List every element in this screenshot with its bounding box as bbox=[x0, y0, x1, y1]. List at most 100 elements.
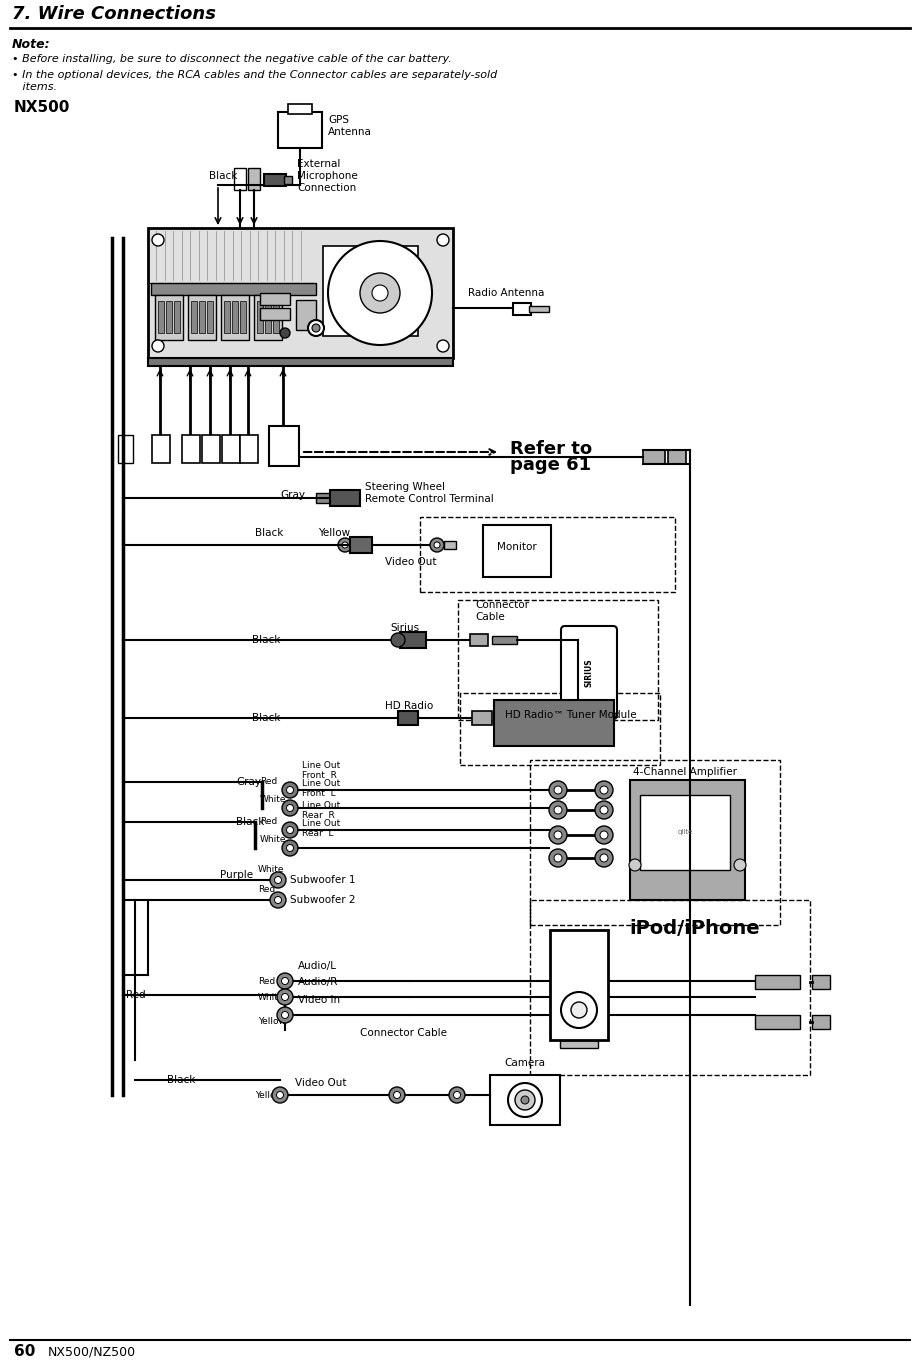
Bar bbox=[260, 307, 290, 320]
Bar bbox=[166, 301, 172, 333]
Circle shape bbox=[391, 632, 405, 647]
Circle shape bbox=[282, 822, 298, 837]
Text: Red: Red bbox=[260, 777, 277, 787]
Circle shape bbox=[338, 538, 352, 552]
Bar bbox=[323, 246, 418, 336]
Bar bbox=[199, 301, 205, 333]
Bar bbox=[188, 295, 216, 340]
Circle shape bbox=[600, 854, 608, 862]
Circle shape bbox=[308, 320, 324, 336]
Circle shape bbox=[286, 805, 294, 811]
Circle shape bbox=[554, 806, 562, 814]
Bar bbox=[118, 434, 133, 463]
Bar bbox=[494, 699, 614, 746]
Text: Audio/L: Audio/L bbox=[298, 962, 337, 971]
Text: Black: Black bbox=[255, 529, 284, 538]
Text: Sirius: Sirius bbox=[390, 623, 419, 632]
Circle shape bbox=[571, 1003, 587, 1018]
Bar bbox=[152, 434, 170, 463]
Circle shape bbox=[274, 877, 282, 884]
Bar bbox=[207, 301, 213, 333]
Circle shape bbox=[342, 542, 348, 548]
Text: White: White bbox=[258, 993, 285, 1001]
Bar bbox=[240, 301, 246, 333]
Circle shape bbox=[276, 1091, 284, 1098]
Text: Line Out
Front  R: Line Out Front R bbox=[302, 761, 340, 780]
Bar bbox=[148, 358, 453, 366]
Circle shape bbox=[277, 1007, 293, 1023]
Circle shape bbox=[272, 1087, 288, 1102]
Bar bbox=[472, 710, 492, 725]
Circle shape bbox=[282, 978, 288, 985]
Text: Video In: Video In bbox=[298, 994, 340, 1005]
Bar bbox=[483, 525, 551, 576]
Text: items.: items. bbox=[12, 82, 57, 92]
Circle shape bbox=[561, 992, 597, 1029]
Text: Gray: Gray bbox=[280, 490, 305, 500]
Text: iPod/iPhone: iPod/iPhone bbox=[630, 918, 761, 937]
Circle shape bbox=[286, 787, 294, 794]
Text: Yellow: Yellow bbox=[255, 1090, 283, 1100]
Text: Red: Red bbox=[258, 885, 275, 895]
Text: Subwoofer 2: Subwoofer 2 bbox=[290, 895, 356, 906]
Text: Line Out
Rear  L: Line Out Rear L bbox=[302, 818, 340, 837]
Circle shape bbox=[734, 859, 746, 872]
Text: Video Out: Video Out bbox=[385, 557, 437, 567]
Bar bbox=[350, 537, 372, 553]
Text: SIRIUS: SIRIUS bbox=[585, 658, 593, 687]
Circle shape bbox=[286, 826, 294, 833]
Bar bbox=[202, 434, 220, 463]
Text: Red: Red bbox=[258, 977, 275, 985]
Text: Purple: Purple bbox=[220, 870, 253, 880]
Circle shape bbox=[312, 324, 320, 332]
Circle shape bbox=[549, 800, 567, 820]
Bar bbox=[222, 434, 240, 463]
Text: Radio Antenna: Radio Antenna bbox=[468, 288, 544, 298]
Circle shape bbox=[554, 854, 562, 862]
Circle shape bbox=[328, 240, 432, 346]
Text: HD Radio™ Tuner Module: HD Radio™ Tuner Module bbox=[505, 710, 636, 720]
Circle shape bbox=[282, 993, 288, 1000]
Bar bbox=[151, 283, 316, 295]
Bar bbox=[269, 426, 299, 466]
Circle shape bbox=[595, 850, 613, 867]
Text: NX500/NZ500: NX500/NZ500 bbox=[48, 1346, 136, 1359]
Text: Audio/R: Audio/R bbox=[298, 977, 338, 988]
Bar bbox=[155, 295, 183, 340]
Bar bbox=[224, 301, 230, 333]
Bar bbox=[316, 493, 332, 503]
Text: Yellow: Yellow bbox=[258, 1016, 286, 1026]
Bar bbox=[812, 975, 830, 989]
Bar bbox=[640, 795, 730, 870]
FancyBboxPatch shape bbox=[561, 626, 617, 719]
Text: Yellow: Yellow bbox=[318, 529, 350, 538]
Bar bbox=[530, 900, 810, 1075]
Bar bbox=[755, 1015, 800, 1029]
Bar bbox=[755, 975, 800, 989]
Bar bbox=[234, 168, 246, 190]
Text: Gray: Gray bbox=[236, 777, 261, 787]
Bar bbox=[288, 104, 312, 113]
Circle shape bbox=[515, 1090, 535, 1111]
Text: Video Out: Video Out bbox=[295, 1078, 346, 1087]
Text: Black: Black bbox=[252, 713, 280, 723]
Circle shape bbox=[549, 850, 567, 867]
Bar bbox=[296, 301, 316, 331]
Text: NX500: NX500 bbox=[14, 100, 70, 115]
Text: Refer to: Refer to bbox=[510, 440, 592, 458]
Bar bbox=[278, 112, 322, 148]
Text: 7. Wire Connections: 7. Wire Connections bbox=[12, 5, 216, 23]
Circle shape bbox=[437, 234, 449, 246]
Bar bbox=[643, 449, 665, 464]
Circle shape bbox=[286, 844, 294, 851]
Bar bbox=[248, 168, 260, 190]
Text: 4-Channel Amplifier: 4-Channel Amplifier bbox=[633, 766, 737, 777]
Text: Red: Red bbox=[126, 990, 146, 1000]
Circle shape bbox=[554, 831, 562, 839]
Circle shape bbox=[152, 234, 164, 246]
Circle shape bbox=[430, 538, 444, 552]
Circle shape bbox=[508, 1083, 542, 1117]
Text: GPS
Antenna: GPS Antenna bbox=[328, 115, 372, 137]
Circle shape bbox=[600, 785, 608, 794]
Bar bbox=[240, 434, 258, 463]
